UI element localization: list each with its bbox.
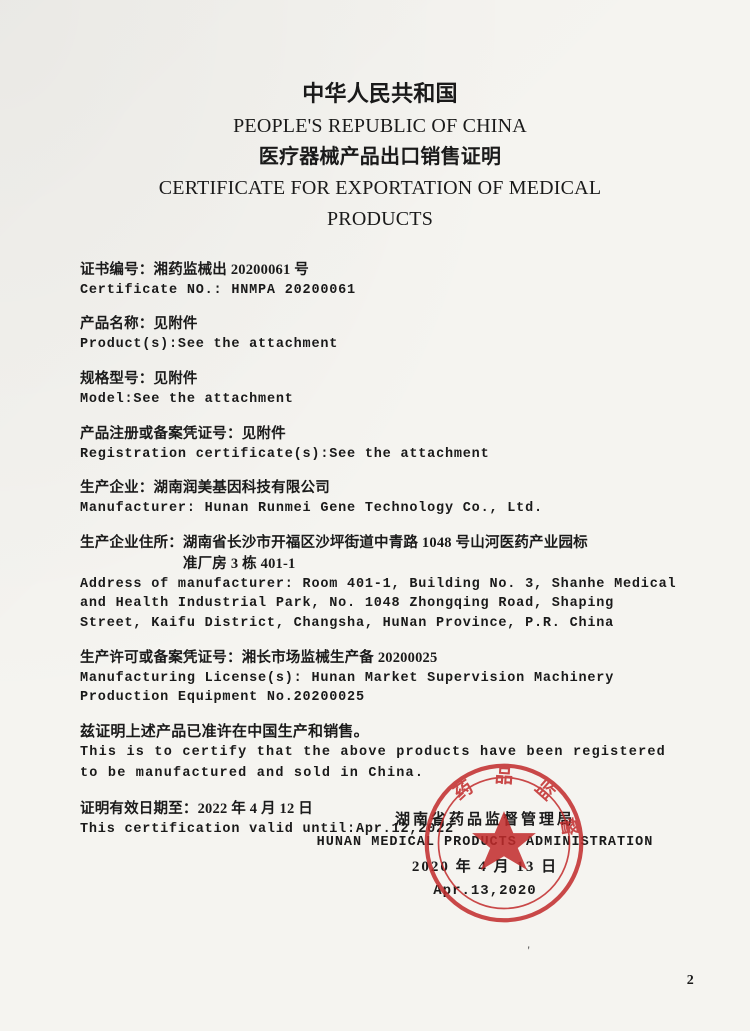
product-en-label: Product(s): — [80, 337, 178, 352]
mfr-cn-label: 生产企业： — [80, 480, 154, 496]
product-cn-value: 见附件 — [154, 316, 198, 332]
title-doc-en-2: PRODUCTS — [80, 205, 680, 234]
reg-en-value: See the attachment — [329, 447, 489, 462]
product-en-value: See the attachment — [178, 337, 338, 352]
model-en-label: Model: — [80, 392, 133, 407]
mfr-en-label: Manufacturer: — [80, 501, 196, 516]
mfr-cn-value: 湖南润美基因科技有限公司 — [154, 480, 330, 496]
mfr-en-value: Hunan Runmei Gene Technology Co., Ltd. — [205, 501, 543, 516]
field-model: 规格型号：见附件 Model:See the attachment — [80, 369, 680, 410]
lic-en-label: Manufacturing License(s): — [80, 671, 303, 686]
lic-cn-value: 湘长市场监械生产备 20200025 — [242, 650, 438, 666]
addr-en-label: Address of manufacturer: — [80, 577, 294, 592]
lic-cn-label: 生产许可或备案凭证号： — [80, 650, 242, 666]
issue-date-cn: 2020 年 4 月 13 日 — [220, 857, 750, 879]
cert-no-en-value: HNMPA 20200061 — [231, 283, 356, 298]
field-product: 产品名称：见附件 Product(s):See the attachment — [80, 314, 680, 355]
reg-cn-label: 产品注册或备案凭证号： — [80, 426, 242, 442]
reg-en-label: Registration certificate(s): — [80, 447, 329, 462]
field-reg-cert: 产品注册或备案凭证号：见附件 Registration certificate(… — [80, 424, 680, 465]
issuer-cn: 湖南省药品监督管理局 — [220, 810, 750, 832]
model-cn-value: 见附件 — [154, 371, 198, 387]
reg-cn-value: 见附件 — [242, 426, 286, 442]
stray-mark: ' — [528, 942, 530, 959]
certify-en: This is to certify that the above produc… — [80, 743, 680, 785]
issuer-block: 湖南省药品监督管理局 HUNAN MEDICAL PRODUCTS ADMINI… — [0, 810, 750, 901]
certify-cn: 兹证明上述产品已准许在中国生产和销售。 — [80, 722, 680, 744]
model-en-value: See the attachment — [133, 392, 293, 407]
field-license: 生产许可或备案凭证号：湘长市场监械生产备 20200025 Manufactur… — [80, 648, 680, 708]
cert-no-cn-value: 湘药监械出 20200061 号 — [154, 262, 309, 278]
field-cert-no: 证书编号：湘药监械出 20200061 号 Certificate NO.: H… — [80, 260, 680, 301]
model-cn-label: 规格型号： — [80, 371, 154, 387]
title-country-en: PEOPLE'S REPUBLIC OF CHINA — [80, 112, 680, 141]
cert-no-cn-label: 证书编号： — [80, 262, 154, 278]
issue-date-en: Apr.13,2020 — [220, 881, 750, 901]
title-doc-cn: 医疗器械产品出口销售证明 — [80, 143, 680, 172]
page-number: 2 — [687, 971, 694, 991]
title-country-cn: 中华人民共和国 — [80, 78, 680, 110]
addr-cn-label: 生产企业住所： — [80, 533, 183, 575]
cert-no-en-label: Certificate NO.: — [80, 283, 222, 298]
certify-statement: 兹证明上述产品已准许在中国生产和销售。 This is to certify t… — [80, 722, 680, 786]
issuer-en: HUNAN MEDICAL PRODUCTS ADMINISTRATION — [220, 833, 750, 853]
addr-cn-value-2: 准厂房 3 栋 401-1 — [183, 556, 296, 572]
field-manufacturer: 生产企业：湖南润美基因科技有限公司 Manufacturer: Hunan Ru… — [80, 478, 680, 519]
title-block: 中华人民共和国 PEOPLE'S REPUBLIC OF CHINA 医疗器械产… — [80, 78, 680, 234]
field-address: 生产企业住所： 湖南省长沙市开福区沙坪街道中青路 1048 号山河医药产业园标 … — [80, 533, 680, 634]
product-cn-label: 产品名称： — [80, 316, 154, 332]
addr-cn-value-1: 湖南省长沙市开福区沙坪街道中青路 1048 号山河医药产业园标 — [183, 535, 588, 551]
certificate-page: 中华人民共和国 PEOPLE'S REPUBLIC OF CHINA 医疗器械产… — [0, 0, 750, 1031]
title-doc-en-1: CERTIFICATE FOR EXPORTATION OF MEDICAL — [80, 174, 680, 203]
